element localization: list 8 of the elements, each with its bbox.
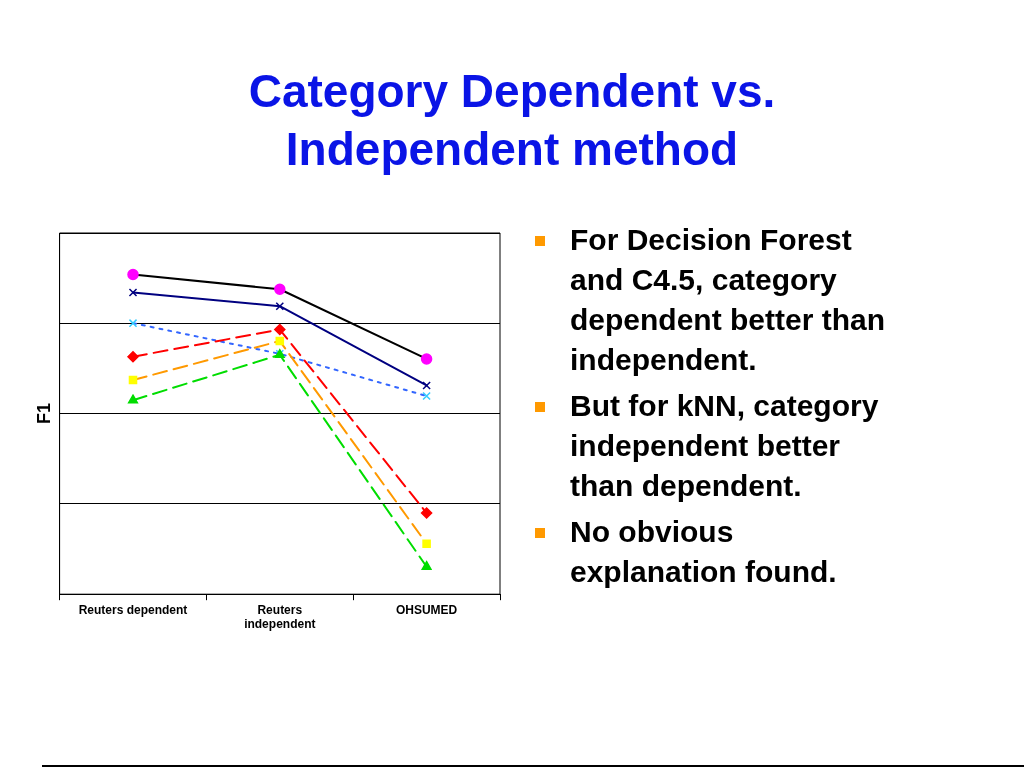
text: For Decision Forest and C4.5, category dependent better than independent. bbox=[570, 223, 886, 376]
chart-title: Category Dependent vs. Independent method bbox=[247, 64, 777, 177]
text: No obvious explanation found. bbox=[570, 515, 837, 588]
text: But for kNN, category independent better than dependent. bbox=[570, 389, 879, 502]
y-axis-title: F1 bbox=[33, 403, 54, 425]
x-tick-label: OHSUMED bbox=[395, 602, 458, 617]
x-tick-label: Reuters dependent bbox=[78, 602, 188, 617]
x-tick-label: Reuters independent bbox=[244, 602, 316, 632]
